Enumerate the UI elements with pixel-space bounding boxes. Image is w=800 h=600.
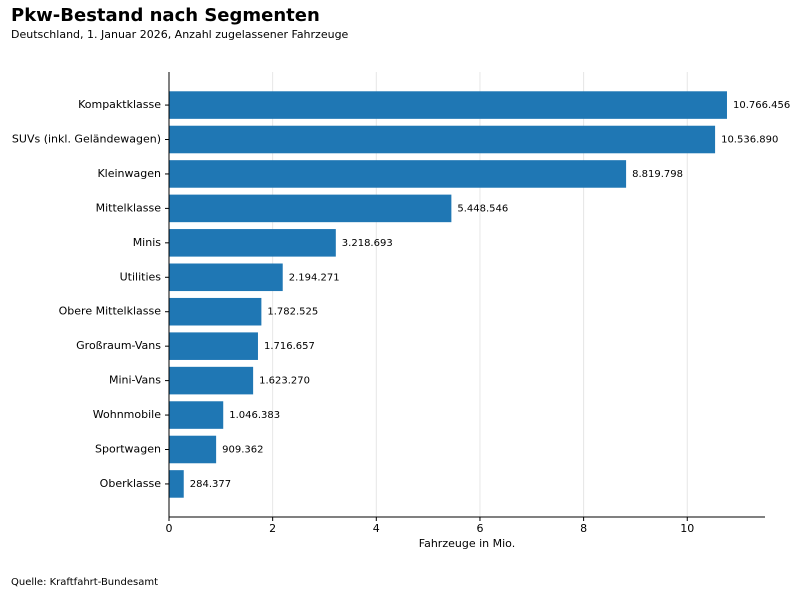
x-tick-label: 2 (269, 522, 276, 535)
value-label: 1.782.525 (267, 307, 318, 318)
chart-subtitle: Deutschland, 1. Januar 2026, Anzahl zuge… (11, 28, 349, 41)
bar (169, 194, 452, 223)
y-tick-label: Wohnmobile (93, 408, 161, 421)
value-label: 10.766.456 (733, 100, 790, 111)
value-label: 2.194.271 (289, 272, 340, 283)
value-label: 284.377 (190, 479, 231, 490)
y-tick-label: SUVs (inkl. Geländewagen) (12, 133, 161, 146)
y-tick-label: Großraum-Vans (76, 339, 161, 352)
bar (169, 332, 258, 360)
y-tick-label: Oberklasse (100, 477, 162, 490)
bar (169, 263, 283, 292)
plot-area: 0 2 4 6 8 10 Kompaktklasse 10.766.456 SUVs (inkl… (12, 72, 790, 535)
bar (169, 229, 336, 257)
bar (169, 125, 716, 154)
x-tick-label: 0 (166, 522, 173, 535)
bar (169, 160, 627, 188)
value-label: 1.716.657 (264, 341, 315, 352)
chart-title: Pkw-Bestand nach Segmenten (11, 5, 320, 26)
x-tick-label: 8 (580, 522, 587, 535)
x-axis-label: Fahrzeuge in Mio. (419, 537, 515, 550)
bar (169, 470, 184, 498)
bar (169, 435, 217, 464)
value-label: 5.448.546 (457, 203, 508, 214)
y-tick-label: Mini-Vans (109, 374, 161, 387)
value-label: 3.218.693 (342, 238, 393, 249)
bar (169, 401, 224, 429)
y-tick-label: Sportwagen (95, 442, 161, 455)
x-tick-label: 10 (680, 522, 694, 535)
x-tick-label: 6 (476, 522, 483, 535)
x-tick-label: 4 (373, 522, 380, 535)
value-label: 1.046.383 (229, 410, 280, 421)
value-label: 10.536.890 (721, 135, 778, 146)
y-tick-label: Kompaktklasse (78, 98, 161, 111)
y-tick-label: Obere Mittelklasse (59, 305, 162, 318)
y-tick-label: Mittelklasse (96, 201, 162, 214)
y-tick-label: Utilities (120, 270, 162, 283)
bar (169, 91, 727, 119)
value-label: 909.362 (222, 444, 263, 455)
bar (169, 297, 262, 326)
value-label: 1.623.270 (259, 376, 310, 387)
bar (169, 366, 254, 395)
y-tick-label: Minis (133, 236, 162, 249)
value-label: 8.819.798 (632, 169, 683, 180)
y-tick-label: Kleinwagen (97, 167, 161, 180)
source-note: Quelle: Kraftfahrt-Bundesamt (11, 577, 158, 588)
